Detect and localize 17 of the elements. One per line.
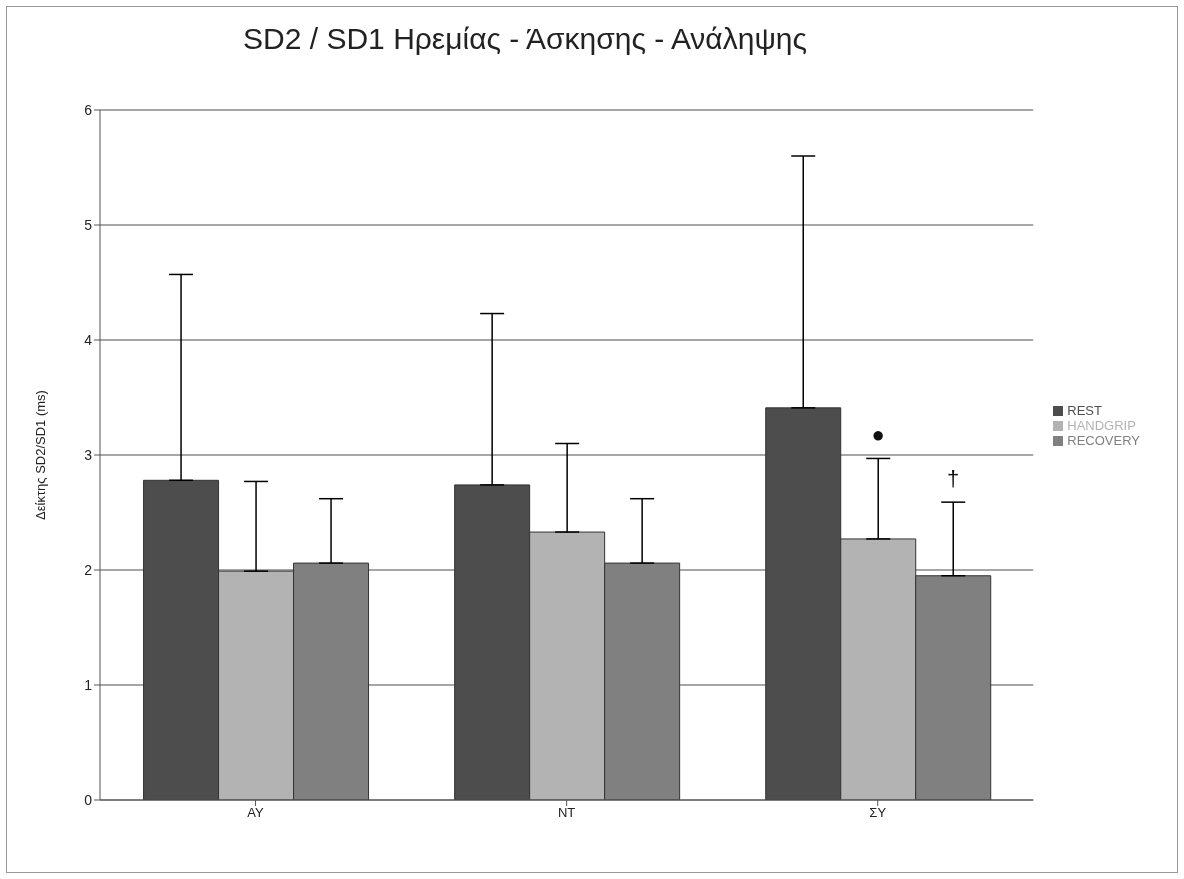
legend-label: RECOVERY (1067, 432, 1140, 448)
chart-title: SD2 / SD1 Ηρεμίας - Άσκησης - Ανάληψης (242, 22, 808, 56)
y-tick-label: 3 (84, 446, 93, 463)
legend-label: REST (1067, 402, 1102, 418)
y-tick-label: 4 (84, 331, 93, 348)
x-tick-label: ΣΥ (869, 805, 887, 821)
legend-label: HANDGRIP (1067, 417, 1136, 433)
y-tick-label: 1 (84, 676, 93, 693)
y-tick-label: 5 (84, 216, 93, 233)
annotation: † (947, 465, 960, 491)
y-axis-title: Δείκτης SD2/SD1 (ms) (32, 390, 48, 520)
x-tick-label: ΑΥ (247, 805, 265, 821)
x-tick-label: ΝΤ (557, 805, 576, 821)
y-tick-label: 0 (84, 791, 93, 808)
y-tick-label: 2 (84, 561, 93, 578)
annotation: ● (871, 422, 885, 448)
y-tick-label: 6 (84, 101, 93, 118)
